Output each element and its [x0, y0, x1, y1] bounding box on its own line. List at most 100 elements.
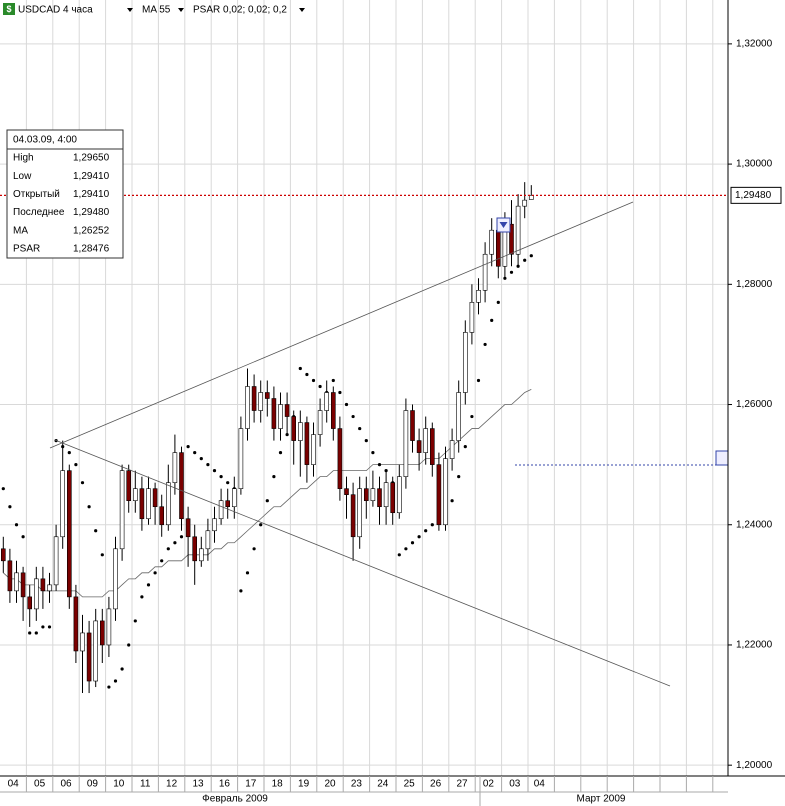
- x-tick-label: 17: [245, 779, 257, 790]
- psar-dot: [358, 426, 362, 431]
- x-tick-label: 24: [377, 779, 389, 790]
- candle-body: [14, 572, 19, 592]
- candle-body: [133, 488, 138, 502]
- candle-body: [146, 488, 151, 520]
- candle-body: [344, 488, 349, 495]
- psar-dot: [87, 505, 91, 509]
- info-label: PSAR: [13, 244, 40, 255]
- symbol-icon-glyph: $: [6, 4, 11, 14]
- dropdown-arrow[interactable]: [178, 8, 184, 12]
- candle-body: [410, 410, 415, 441]
- candle-body: [515, 205, 521, 255]
- x-tick-label: 09: [87, 779, 99, 790]
- x-tick-label: 12: [166, 779, 178, 790]
- order-marker-arrow: [499, 222, 508, 228]
- candle-body: [495, 229, 501, 267]
- psar-dot: [245, 571, 250, 575]
- psar-dot: [483, 342, 487, 347]
- indicator[interactable]: MA 55: [142, 5, 171, 16]
- psar-dot: [41, 625, 45, 629]
- x-tick-label: 04: [8, 779, 20, 790]
- psar-dot: [338, 390, 342, 395]
- candle-body: [60, 470, 66, 538]
- psar-dot: [496, 300, 500, 304]
- x-tick-label: 05: [34, 779, 46, 790]
- psar-dot: [397, 553, 401, 557]
- psar-dot: [193, 451, 197, 455]
- psar-dot: [120, 667, 124, 671]
- psar-dot: [199, 457, 203, 461]
- candle-body: [429, 428, 435, 465]
- psar-dot: [100, 553, 104, 557]
- psar-dot: [226, 481, 230, 485]
- indicator[interactable]: PSAR 0,02; 0,02; 0,2: [193, 5, 287, 16]
- psar-dot: [410, 541, 415, 545]
- line-handle[interactable]: [715, 450, 729, 466]
- psar-dot: [8, 505, 12, 509]
- candle-body: [403, 410, 409, 477]
- x-tick-label: 02: [483, 779, 495, 790]
- x-tick-label: 26: [430, 779, 442, 790]
- x-tick-label: 20: [324, 779, 336, 790]
- candle-body: [27, 596, 33, 610]
- y-tick-label: 1,32000: [736, 39, 773, 50]
- candle-body: [218, 500, 224, 520]
- psar-dot: [252, 547, 256, 551]
- candle-body: [179, 452, 184, 520]
- info-box: 04.03.09, 4:00 High 1,29650 Low 1,29410 Откр…: [6, 129, 124, 259]
- candle-body: [489, 229, 495, 255]
- candle-body: [476, 290, 481, 303]
- candle-body: [456, 392, 462, 441]
- psar-dot: [529, 254, 533, 258]
- psar-dot: [146, 583, 151, 587]
- candle-body: [271, 398, 277, 429]
- candle-body: [7, 560, 13, 592]
- candle-body: [363, 488, 369, 502]
- psar-dot: [206, 463, 210, 467]
- candle-body: [106, 608, 112, 646]
- info-frame: [6, 129, 124, 259]
- dropdown-arrow[interactable]: [299, 8, 305, 12]
- psar-dot: [47, 625, 52, 629]
- psar-dot: [74, 463, 78, 467]
- dropdown-arrow[interactable]: [127, 8, 133, 12]
- candle-body: [73, 596, 79, 652]
- trend-line[interactable]: [49, 201, 634, 449]
- candle-body: [297, 422, 303, 441]
- psar-dot: [219, 475, 223, 479]
- candle-body: [159, 506, 164, 526]
- candle-body: [337, 428, 343, 489]
- candle-body: [416, 440, 422, 453]
- symbol[interactable]: USDCAD 4 часа: [18, 5, 93, 16]
- candle-body: [291, 416, 297, 441]
- info-label: High: [13, 153, 34, 164]
- info-date: 04.03.09, 4:00: [13, 135, 77, 146]
- candle-body: [232, 488, 237, 508]
- candle-body: [86, 632, 92, 682]
- info-value: 1,29410: [73, 171, 110, 182]
- trend-line[interactable]: [54, 439, 671, 687]
- candle-body: [284, 404, 290, 417]
- candle-body: [185, 518, 191, 538]
- y-tick-label: 1,26000: [736, 399, 773, 410]
- psar-dot: [67, 451, 71, 455]
- psar-dot: [212, 469, 217, 473]
- psar-dot: [239, 589, 243, 593]
- y-tick-label: 1,28000: [736, 279, 773, 290]
- psar-dot: [331, 378, 335, 383]
- candle-body: [509, 223, 514, 255]
- candle-body: [238, 428, 244, 489]
- candle-body: [0, 548, 6, 562]
- last-price-box: [730, 186, 782, 204]
- candle-body: [278, 404, 283, 429]
- candle-body: [93, 620, 98, 682]
- candle-body: [383, 482, 389, 508]
- candle-body: [152, 488, 158, 508]
- candle-body: [192, 536, 197, 562]
- x-tick-label: 16: [219, 779, 231, 790]
- psar-dot: [424, 529, 428, 533]
- candle-body: [330, 392, 336, 429]
- psar-dot: [265, 499, 269, 503]
